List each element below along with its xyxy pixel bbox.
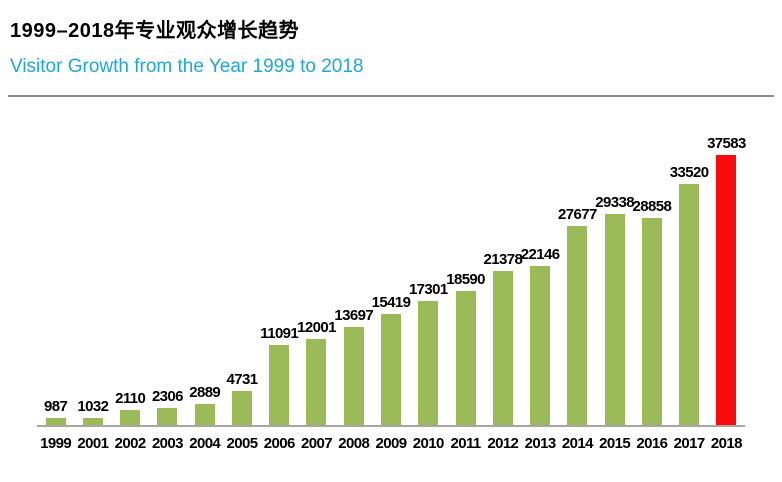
bar-column-2007: 12001 xyxy=(297,319,336,425)
bar-column-2002: 2110 xyxy=(112,390,149,425)
bar-column-2018: 37583 xyxy=(707,135,746,425)
bar-column-2004: 2889 xyxy=(186,384,223,425)
bar-2001 xyxy=(82,418,103,425)
x-axis-label-2009: 2009 xyxy=(375,435,408,452)
x-axis-label-2012: 2012 xyxy=(487,435,519,452)
bar-value-label: 2110 xyxy=(115,390,146,407)
x-axis-label-2017: 2017 xyxy=(673,435,706,452)
visitor-growth-bar-chart: 987 1032 2110 2306 2889 4731 11091 12001 13697 15… xyxy=(37,135,746,452)
plot-area: 987 1032 2110 2306 2889 4731 11091 12001 13697 15… xyxy=(37,135,746,427)
x-axis-label-2006: 2006 xyxy=(263,435,296,452)
x-axis-label-2004: 2004 xyxy=(189,435,221,452)
bar-2002 xyxy=(120,410,141,425)
bar-column-2011: 18590 xyxy=(446,271,486,425)
bar-column-2001: 1032 xyxy=(74,398,111,425)
bar-column-2015: 29338 xyxy=(595,194,635,425)
bar-column-2006: 11091 xyxy=(260,325,299,425)
bar-2006 xyxy=(269,345,290,425)
bar-value-label: 28858 xyxy=(632,198,672,215)
bar-value-label: 4731 xyxy=(226,371,258,388)
bar-value-label: 15419 xyxy=(371,294,411,311)
x-axis-label-2015: 2015 xyxy=(599,435,631,452)
bar-2016 xyxy=(641,218,662,425)
x-axis-label-2016: 2016 xyxy=(636,435,668,452)
bar-column-2008: 13697 xyxy=(334,307,374,425)
bar-value-label: 33520 xyxy=(669,164,709,181)
bar-value-label: 37583 xyxy=(707,135,746,152)
bar-value-label: 29338 xyxy=(595,194,634,211)
bar-value-label: 27677 xyxy=(558,206,597,223)
x-axis-label-2003: 2003 xyxy=(151,435,184,452)
bar-column-2013: 22146 xyxy=(520,246,560,425)
bar-2013 xyxy=(530,266,551,425)
page-subtitle: Visitor Growth from the Year 1999 to 201… xyxy=(10,56,364,77)
page-title: 1999–2018年专业观众增长趋势 xyxy=(10,20,300,42)
bar-value-label: 12001 xyxy=(297,319,336,336)
x-axis-label-2013: 2013 xyxy=(524,435,557,452)
x-axis-label-2001: 2001 xyxy=(77,435,109,452)
bar-2003 xyxy=(157,408,178,425)
x-axis-label-2010: 2010 xyxy=(412,435,445,452)
bar-value-label: 21378 xyxy=(483,251,523,268)
bar-value-label: 2889 xyxy=(189,384,221,401)
bar-column-1999: 987 xyxy=(37,398,74,425)
x-axis-label-2005: 2005 xyxy=(226,435,258,452)
x-axis-label-2007: 2007 xyxy=(301,435,333,452)
bar-column-2009: 15419 xyxy=(371,294,411,425)
bar-2017 xyxy=(679,184,700,425)
bar-column-2017: 33520 xyxy=(669,164,709,425)
bar-2014 xyxy=(567,226,588,425)
bar-value-label: 17301 xyxy=(408,281,448,298)
x-axis-label-2018: 2018 xyxy=(710,435,743,452)
bar-2018 xyxy=(716,155,737,425)
bar-value-label: 22146 xyxy=(520,246,560,263)
x-axis-label-2014: 2014 xyxy=(561,435,594,452)
bar-2012 xyxy=(492,271,513,425)
bar-column-2010: 17301 xyxy=(408,281,448,425)
x-axis-label-2002: 2002 xyxy=(114,435,147,452)
bar-2009 xyxy=(381,314,402,425)
header-divider xyxy=(8,95,774,97)
bar-column-2012: 21378 xyxy=(483,251,523,425)
bar-2015 xyxy=(604,214,625,425)
x-axis-label-1999: 1999 xyxy=(40,435,72,452)
bar-value-label: 987 xyxy=(44,398,68,415)
bar-value-label: 2306 xyxy=(151,388,184,405)
bar-2007 xyxy=(306,339,327,425)
bar-value-label: 18590 xyxy=(446,271,485,288)
bar-2004 xyxy=(194,404,215,425)
bar-2011 xyxy=(455,291,476,425)
bar-value-label: 13697 xyxy=(334,307,374,324)
x-axis-label-2011: 2011 xyxy=(450,435,481,452)
bar-column-2016: 28858 xyxy=(632,198,672,425)
x-axis-labels: 1999 2001 2002 2003 2004 2005 2006 2007 2008 2009… xyxy=(37,435,745,452)
bar-1999 xyxy=(45,418,66,425)
bar-2005 xyxy=(231,391,252,425)
bar-2010 xyxy=(418,301,439,425)
x-axis-label-2008: 2008 xyxy=(338,435,370,452)
bar-2008 xyxy=(343,327,364,425)
bar-value-label: 11091 xyxy=(260,325,299,342)
bar-column-2014: 27677 xyxy=(558,206,597,425)
bar-value-label: 1032 xyxy=(77,398,109,415)
report-header: 1999–2018年专业观众增长趋势 Visitor Growth from t… xyxy=(0,0,782,78)
bar-column-2005: 4731 xyxy=(223,371,260,425)
bar-column-2003: 2306 xyxy=(149,388,186,425)
